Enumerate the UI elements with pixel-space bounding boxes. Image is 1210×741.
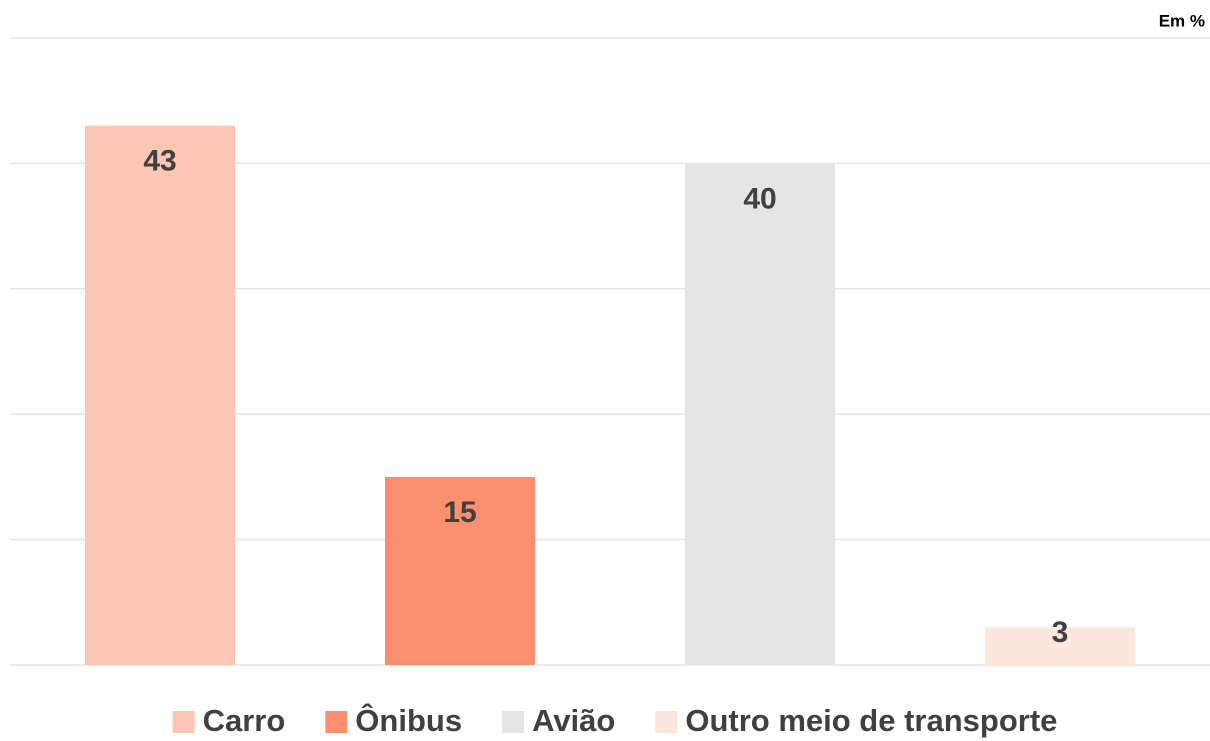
legend-swatch: [172, 711, 195, 733]
legend-item: Outro meio de transporte: [655, 703, 1057, 738]
legend-label: Avião: [532, 703, 615, 738]
bar: [685, 163, 835, 665]
legend-swatch: [325, 711, 348, 733]
bar: [85, 125, 235, 665]
legend-label: Carro: [203, 703, 286, 738]
legend-swatch: [502, 711, 525, 733]
data-label: 43: [143, 145, 176, 178]
data-label: 3: [1052, 616, 1069, 649]
legend-label: Ônibus: [355, 702, 462, 738]
subtitle: Em %: [1159, 11, 1205, 30]
bar: [385, 476, 535, 665]
legend-item: Avião: [502, 703, 615, 738]
bar: [985, 627, 1135, 665]
legend-item: Ônibus: [325, 702, 462, 738]
data-label: 40: [743, 182, 776, 215]
data-label: 15: [443, 496, 476, 529]
legend-label: Outro meio de transporte: [685, 703, 1057, 738]
legend-swatch: [655, 711, 678, 733]
legend-item: Carro: [172, 703, 286, 738]
